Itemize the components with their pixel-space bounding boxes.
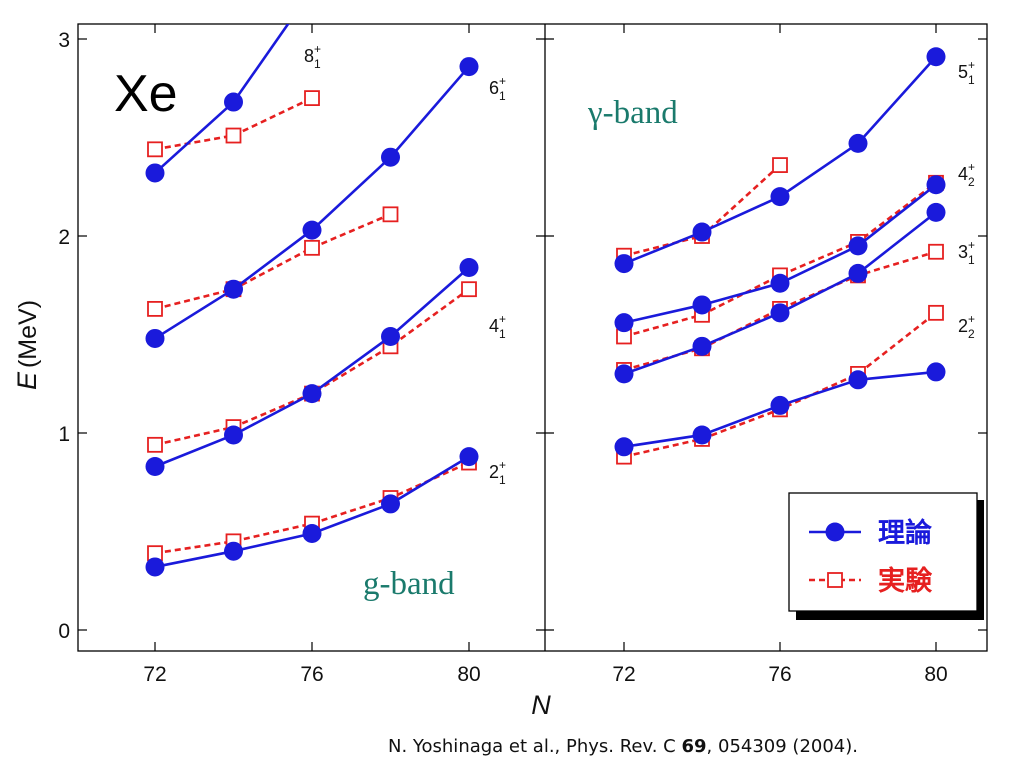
theory-point [381, 494, 400, 514]
experiment-point [147, 300, 163, 317]
theory-point [224, 425, 243, 445]
theory-point [692, 336, 712, 356]
theory-point [459, 447, 479, 467]
theory-line [154, 266, 470, 468]
experiment-point [304, 239, 320, 256]
band-label: g-band [363, 566, 455, 602]
theory-point [145, 557, 165, 577]
experiment-line [623, 181, 937, 338]
citation-prefix: N. Yoshinaga et al., Phys. Rev. C [388, 736, 682, 757]
theory-point [381, 147, 400, 167]
experiment-point [147, 436, 163, 453]
state-label: 5+ 1 [958, 58, 975, 87]
experiment-point [382, 206, 399, 223]
band-label: γ-band [587, 95, 678, 131]
y-tick-label: 3 [58, 29, 70, 52]
x-tick-label: 80 [924, 663, 947, 686]
theory-point [848, 133, 868, 153]
y-axis-label: E (MeV) [12, 300, 42, 390]
x-tick-label: 76 [300, 663, 323, 686]
experiment-point [147, 141, 163, 158]
experiment-point [225, 127, 242, 144]
theory-line [154, 24, 290, 174]
experiment-point [461, 281, 477, 298]
x-tick-label: 72 [143, 663, 166, 686]
theory-point [848, 236, 868, 256]
experiment-point [772, 157, 788, 173]
legend-label: 理論 [878, 517, 932, 549]
experiment-line [154, 213, 392, 311]
theory-point [145, 456, 165, 476]
state-label: 2+ 2 [958, 312, 975, 341]
x-axis-label: N [531, 690, 551, 720]
theory-point [302, 220, 322, 240]
theory-point [614, 437, 634, 457]
theory-point [145, 163, 165, 183]
experiment-point [928, 243, 944, 260]
theory-point [770, 187, 790, 207]
x-tick-label: 80 [457, 663, 480, 686]
theory-line [154, 455, 470, 569]
state-label: 3+ 1 [958, 238, 975, 267]
plot-border [77, 23, 988, 652]
theory-point [614, 254, 634, 274]
x-tick-label: 76 [768, 663, 791, 686]
x-tick-label: 72 [612, 663, 635, 686]
gamma-band-panel [614, 47, 946, 465]
theory-point [770, 273, 790, 293]
theory-point [770, 395, 790, 415]
theory-line [154, 65, 470, 340]
theory-point [224, 541, 243, 561]
theory-point [926, 47, 946, 67]
g-band-panel [145, 24, 479, 577]
theory-point [224, 92, 243, 112]
experiment-point [304, 90, 320, 106]
theory-point [224, 279, 243, 299]
theory-point [926, 202, 946, 222]
theory-point [302, 523, 322, 543]
theory-point [459, 57, 479, 77]
theory-point [770, 303, 790, 323]
y-axis-symbol: E [12, 371, 42, 390]
plot-frame: 0 1 2 3 72 76 80 72 76 80 [58, 23, 988, 686]
experiment-line [623, 311, 937, 458]
y-tick-label: 1 [58, 423, 70, 446]
state-label: 2+ 1 [489, 458, 506, 487]
theory-point [926, 175, 946, 195]
state-label: 8+ 1 [304, 42, 321, 71]
legend-box [788, 492, 978, 612]
citation-suffix: , 054309 (2004). [706, 736, 858, 757]
element-label: Xe [114, 65, 178, 123]
experiment-line [154, 288, 470, 447]
legend-theory-marker [825, 522, 845, 542]
theory-point [614, 364, 634, 384]
state-label: 4+ 1 [489, 312, 506, 341]
y-axis-unit: (MeV) [14, 300, 42, 368]
citation-volume: 69 [681, 736, 707, 757]
theory-point [692, 222, 712, 242]
theory-point [302, 384, 322, 404]
y-tick-label: 2 [58, 226, 70, 249]
legend-label: 実験 [878, 565, 933, 597]
theory-point [692, 295, 712, 315]
experiment-point [928, 304, 944, 321]
theory-point [848, 370, 868, 390]
theory-line [623, 211, 937, 376]
theory-point [692, 425, 712, 445]
theory-point [145, 328, 165, 348]
labels: N E (MeV) Xe 8+ 1 6+ 1 4+ 1 2+ 1 g-band 5+ 1 4+ 2 3+ 1 2+ 2 γ… [12, 42, 975, 720]
y-tick-label: 0 [58, 620, 70, 643]
state-label: 6+ 1 [489, 74, 506, 103]
citation: N. Yoshinaga et al., Phys. Rev. C 69, 05… [388, 736, 858, 757]
theory-point [459, 258, 479, 278]
theory-point [614, 313, 634, 333]
theory-point [848, 263, 868, 283]
state-label: 4+ 2 [958, 160, 975, 189]
theory-point [926, 362, 946, 382]
legend-experiment-marker [827, 572, 843, 588]
theory-point [381, 326, 400, 346]
experiment-line [154, 461, 470, 555]
